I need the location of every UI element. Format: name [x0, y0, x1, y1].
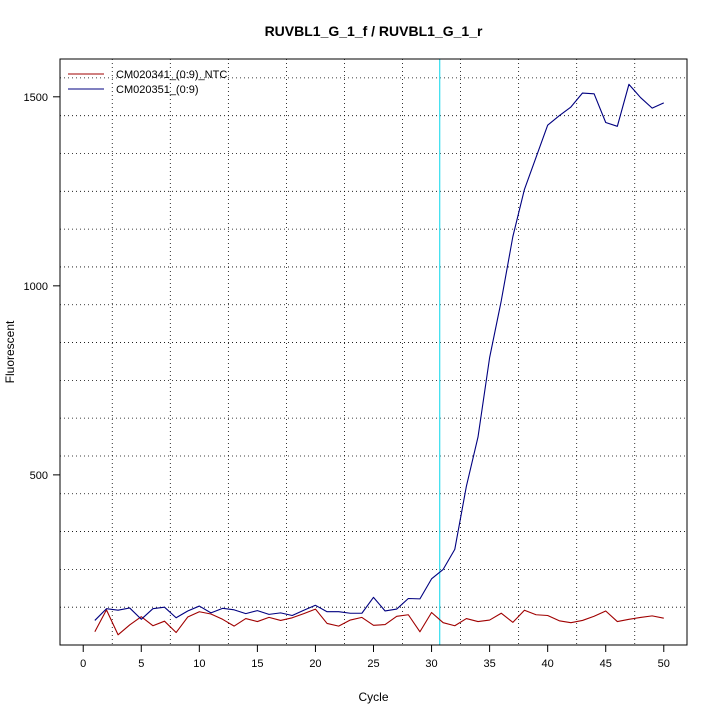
grid: [60, 59, 687, 645]
x-tick-label: 40: [542, 658, 554, 670]
legend-label-1: CM020341_(0:9)_NTC: [116, 69, 227, 81]
x-tick-label: 0: [80, 658, 86, 670]
x-tick-label: 5: [138, 658, 144, 670]
x-tick-label: 15: [251, 658, 263, 670]
x-tick-label: 35: [483, 658, 495, 670]
y-tick-label: 1500: [24, 92, 48, 104]
y-tick-label: 1000: [24, 281, 48, 293]
x-tick-label: 25: [367, 658, 379, 670]
series-line-1: [94, 608, 664, 636]
series-layer: [94, 83, 665, 636]
x-tick-label: 30: [425, 658, 437, 670]
legend-label-2: CM020351_(0:9): [116, 84, 199, 96]
chart-title: RUVBL1_G_1_f / RUVBL1_G_1_r: [265, 23, 483, 39]
x-axis-label: Cycle: [358, 690, 388, 704]
y-tick-label: 500: [30, 470, 48, 482]
legend: CM020341_(0:9)_NTC CM020351_(0:9): [68, 69, 227, 96]
series-line-2: [94, 83, 665, 621]
axes: 0 5 10 15 20 25 30 35 40 45 50 500 1000 1500: [24, 92, 670, 670]
x-tick-label: 20: [309, 658, 321, 670]
x-tick-label: 50: [658, 658, 670, 670]
y-axis-label: Fluorescent: [3, 320, 17, 383]
x-tick-label: 45: [600, 658, 612, 670]
x-tick-label: 10: [193, 658, 205, 670]
